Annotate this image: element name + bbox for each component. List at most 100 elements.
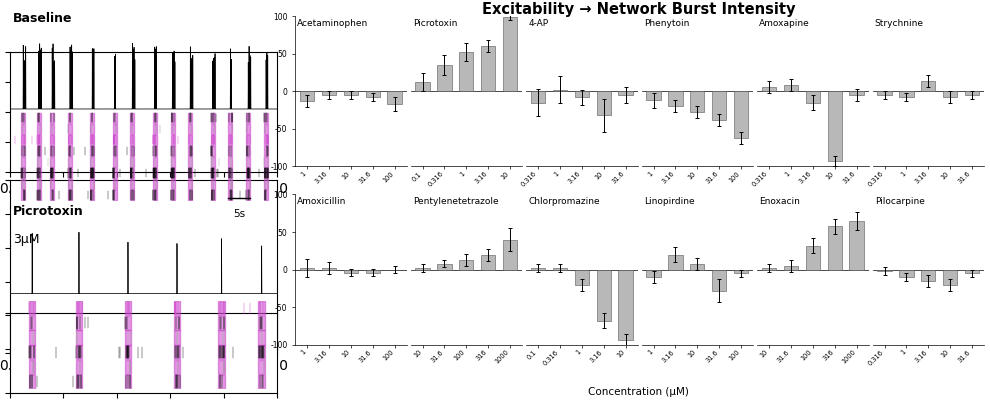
Bar <box>734 91 748 138</box>
Bar <box>50 190 54 200</box>
Bar <box>365 270 380 273</box>
Text: Amoxapine: Amoxapine <box>759 19 810 28</box>
Bar <box>344 270 358 273</box>
Bar <box>152 113 156 123</box>
Bar <box>229 157 233 167</box>
Bar <box>943 91 957 97</box>
Bar <box>574 91 589 97</box>
Bar <box>90 168 94 178</box>
Bar <box>365 91 380 97</box>
Bar <box>668 255 682 270</box>
Bar <box>899 91 914 97</box>
Bar <box>188 157 192 167</box>
Bar <box>170 190 174 200</box>
Bar <box>211 190 215 200</box>
Bar <box>481 46 495 91</box>
Bar <box>322 91 336 95</box>
Bar <box>247 124 250 134</box>
Bar <box>264 135 268 145</box>
Bar <box>125 360 131 374</box>
Bar <box>258 345 264 359</box>
Bar <box>170 179 174 189</box>
Bar <box>258 330 264 344</box>
Bar <box>597 91 611 115</box>
Bar <box>712 91 727 120</box>
Bar <box>258 301 264 315</box>
Bar <box>113 190 117 200</box>
Text: Linopirdine: Linopirdine <box>644 198 694 207</box>
Bar <box>503 240 517 270</box>
Bar <box>481 255 495 270</box>
Bar <box>247 113 250 123</box>
Bar <box>76 345 82 359</box>
Bar <box>188 146 192 156</box>
Bar <box>152 157 156 167</box>
Bar <box>174 316 180 330</box>
Bar <box>90 135 94 145</box>
Bar <box>50 146 54 156</box>
Bar <box>29 330 36 344</box>
Bar <box>113 157 117 167</box>
Bar <box>29 345 36 359</box>
Bar <box>690 91 705 112</box>
Bar <box>21 157 26 167</box>
Bar <box>152 146 156 156</box>
Bar <box>300 91 314 101</box>
Bar <box>921 81 936 91</box>
Bar <box>131 157 135 167</box>
Bar <box>438 65 451 91</box>
Bar <box>264 113 268 123</box>
Bar <box>125 345 131 359</box>
Bar <box>68 179 72 189</box>
Text: Amoxicillin: Amoxicillin <box>297 198 346 207</box>
Bar <box>597 270 611 321</box>
Bar <box>113 135 117 145</box>
Bar <box>416 82 430 91</box>
Text: Picrotoxin: Picrotoxin <box>13 205 83 217</box>
Bar <box>68 135 72 145</box>
Bar <box>90 190 94 200</box>
Bar <box>211 179 215 189</box>
Bar <box>264 146 268 156</box>
Bar <box>125 301 131 315</box>
Bar <box>29 316 36 330</box>
Bar <box>619 270 633 340</box>
Bar <box>300 268 314 270</box>
Bar <box>170 124 174 134</box>
Bar <box>690 264 705 270</box>
Bar <box>170 168 174 178</box>
Bar <box>170 135 174 145</box>
Bar <box>828 226 842 270</box>
Bar <box>21 113 26 123</box>
Bar <box>170 157 174 167</box>
Bar <box>264 168 268 178</box>
Bar <box>229 135 233 145</box>
Bar <box>762 268 776 270</box>
Bar <box>219 375 225 389</box>
Bar <box>438 264 451 270</box>
Bar <box>211 146 215 156</box>
Bar <box>68 157 72 167</box>
Bar <box>50 124 54 134</box>
Bar <box>37 113 41 123</box>
Bar <box>229 168 233 178</box>
Text: Baseline: Baseline <box>13 12 72 25</box>
Text: Concentration (μM): Concentration (μM) <box>588 387 689 397</box>
Bar <box>37 146 41 156</box>
Bar <box>646 270 660 277</box>
Bar <box>247 146 250 156</box>
Text: Pentylenetetrazole: Pentylenetetrazole <box>413 198 498 207</box>
Bar <box>264 124 268 134</box>
Bar <box>174 375 180 389</box>
Text: 5s: 5s <box>233 209 245 219</box>
Bar <box>50 157 54 167</box>
Bar <box>21 190 26 200</box>
Bar <box>90 157 94 167</box>
Text: Picrotoxin: Picrotoxin <box>413 19 457 28</box>
Bar <box>229 146 233 156</box>
Bar <box>806 245 820 270</box>
Bar <box>37 157 41 167</box>
Bar <box>229 124 233 134</box>
Bar <box>90 179 94 189</box>
Bar <box>712 270 727 291</box>
